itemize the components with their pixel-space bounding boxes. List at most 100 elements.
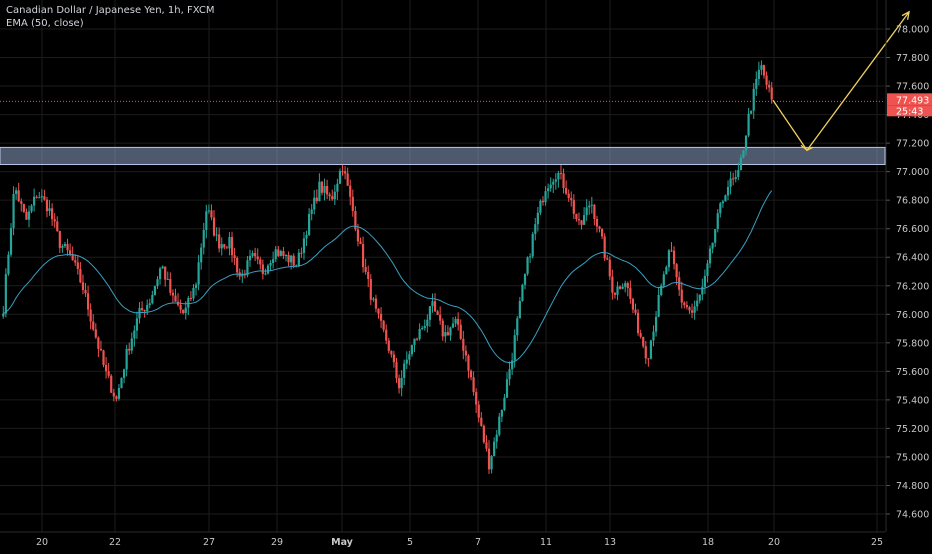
candle-body [277, 249, 280, 256]
candle-body [711, 242, 714, 249]
x-tick-label: 27 [203, 537, 215, 548]
candle-body [531, 233, 534, 257]
candle-body [526, 257, 529, 274]
countdown-label: 25:43 [896, 106, 923, 117]
candle-body [737, 170, 740, 178]
y-tick-label: 75.800 [896, 338, 929, 349]
candle-body [48, 208, 51, 212]
candle-body [361, 243, 365, 268]
candles [2, 60, 773, 474]
candle-body [757, 69, 760, 80]
candle-body [595, 218, 599, 227]
candle-body [400, 377, 403, 389]
candle-body [536, 212, 539, 225]
candle-body [164, 266, 167, 280]
candle-body [505, 379, 509, 398]
candle-body [706, 263, 709, 276]
y-tick-label: 76.600 [896, 224, 929, 235]
candle-body [459, 324, 462, 339]
candle-body [685, 305, 689, 308]
candle-body [549, 184, 552, 189]
candle-body [158, 268, 162, 280]
candle-body [708, 248, 712, 264]
candle-body [768, 84, 771, 88]
candle-body [734, 177, 737, 180]
candle-body [513, 335, 516, 361]
candle-body [333, 191, 336, 200]
y-tick-label: 77.800 [896, 53, 929, 64]
candle-body [71, 254, 74, 261]
candle-body [9, 228, 13, 255]
candle-body [541, 200, 545, 203]
candle-body [534, 224, 537, 234]
candle-body [69, 250, 72, 255]
candle-body [523, 273, 527, 285]
candle-body [583, 215, 586, 225]
candle-body [284, 254, 288, 256]
candle-body [7, 254, 10, 275]
candle-body [359, 241, 362, 244]
candle-body [742, 150, 745, 158]
legend-symbol: Canadian Dollar / Japanese Yen, 1h, FXCM [6, 5, 215, 16]
candle-body [683, 302, 686, 306]
candle-body [701, 286, 704, 295]
candle-body [161, 266, 164, 269]
candle-body [565, 187, 568, 194]
candle-body [320, 181, 324, 193]
x-tick-label: 20 [768, 537, 780, 548]
candle-body [112, 392, 115, 397]
candle-body [423, 326, 426, 329]
candle-body [12, 193, 15, 229]
candle-body [171, 292, 175, 296]
candle-body [629, 288, 632, 299]
candle-body [184, 307, 187, 314]
y-tick-label: 74.600 [896, 510, 929, 521]
candle-body [744, 135, 748, 151]
candle-body [600, 228, 604, 237]
candle-body [338, 171, 342, 184]
candle-body [675, 264, 678, 278]
candle-body [395, 362, 398, 379]
y-tick-label: 75.200 [896, 424, 929, 435]
candle-body [45, 199, 49, 212]
candle-body [230, 237, 234, 256]
candle-body [413, 338, 416, 345]
candle-body [516, 318, 519, 336]
current-price-label: 77.493 [896, 95, 929, 106]
candle-body [120, 377, 123, 389]
candle-body [618, 286, 622, 289]
candle-body [590, 204, 593, 206]
candle-body [508, 369, 511, 380]
y-tick-label: 77.600 [896, 82, 929, 93]
candle-body [696, 300, 699, 307]
candle-body [716, 213, 719, 230]
candle-body [500, 409, 503, 417]
candle-body [210, 210, 213, 218]
candle-body [639, 333, 642, 337]
candle-body [84, 290, 87, 294]
candle-body [580, 220, 583, 225]
candle-body [92, 321, 95, 330]
candle-body [387, 340, 390, 351]
candle-body [33, 196, 36, 206]
candle-body [79, 268, 82, 283]
candle-body [341, 171, 344, 173]
candle-body [40, 196, 43, 198]
x-tick-label: 5 [407, 537, 413, 548]
candle-body [156, 279, 159, 287]
candle-body [752, 88, 755, 111]
y-tick-label: 76.800 [896, 196, 929, 207]
candle-body [755, 79, 758, 89]
candle-body [143, 310, 146, 312]
candle-body [246, 260, 249, 276]
candle-body [631, 298, 635, 310]
candle-body [469, 370, 473, 378]
candle-body [464, 350, 467, 356]
candle-body [15, 190, 18, 194]
y-tick-label: 75.600 [896, 367, 929, 378]
x-tick-label: 20 [36, 537, 48, 548]
candle-body [490, 456, 493, 470]
candle-body [603, 236, 606, 259]
